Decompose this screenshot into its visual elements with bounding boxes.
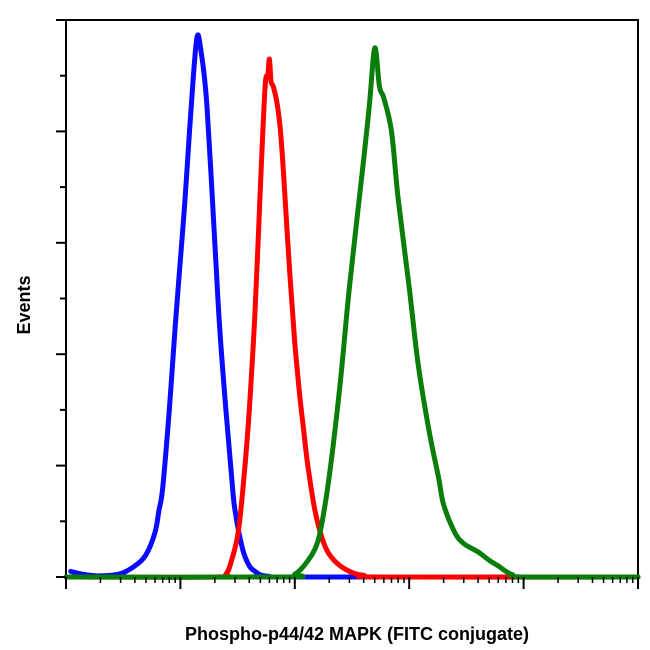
- y-axis-label: Events: [14, 275, 34, 334]
- x-axis-label: Phospho-p44/42 MAPK (FITC conjugate): [185, 624, 529, 644]
- series-line-2: [63, 56, 641, 580]
- series-line-1: [68, 32, 641, 580]
- series-line-3: [63, 45, 641, 580]
- axis-layer: [56, 19, 639, 589]
- plot-frame: [65, 19, 639, 578]
- series-layer: [63, 32, 641, 580]
- plot-border: [65, 19, 639, 578]
